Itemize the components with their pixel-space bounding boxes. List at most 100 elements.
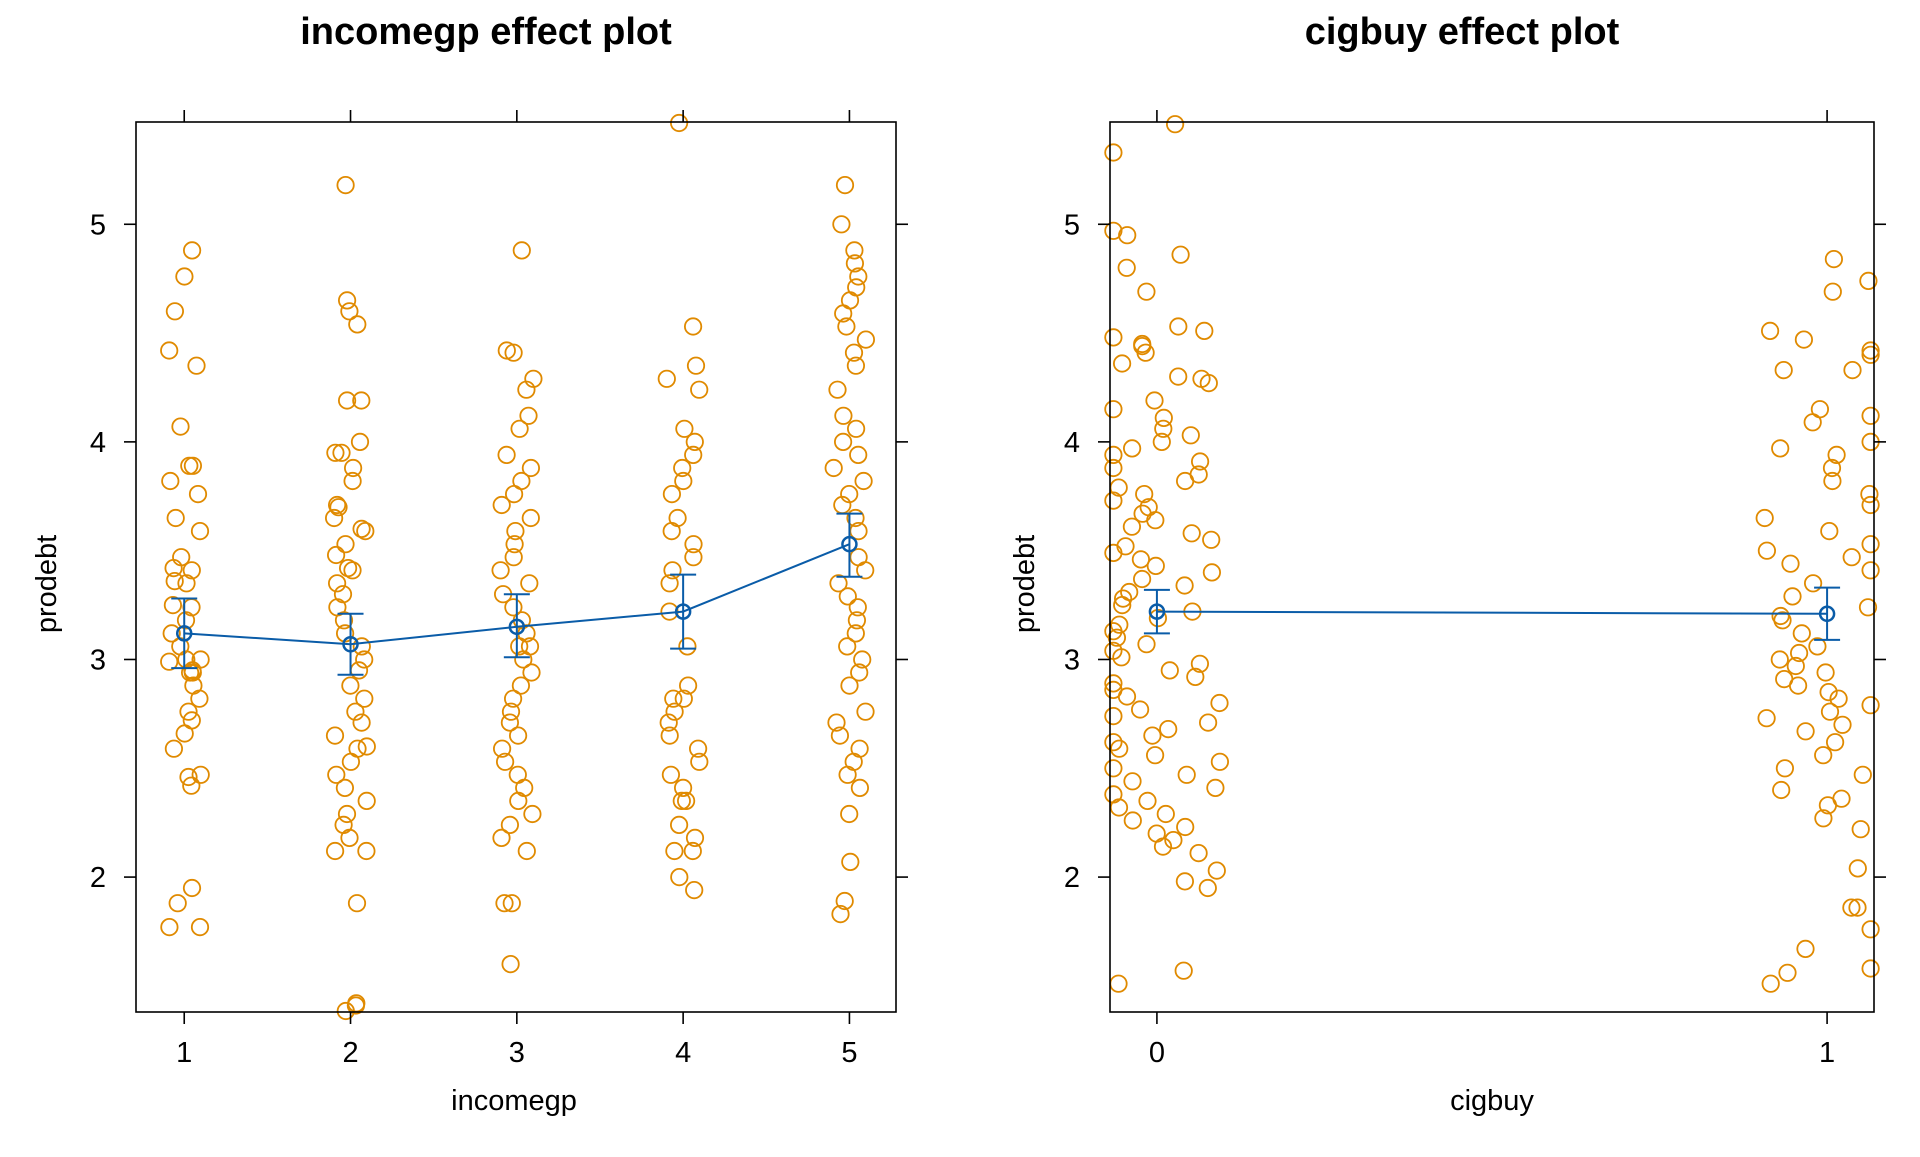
data-point [1181, 426, 1200, 445]
data-point [343, 458, 363, 478]
y-tick-label: 2 [1064, 862, 1080, 894]
data-point [190, 689, 209, 708]
axes: 0 1 2 3 4 5 [1064, 110, 1886, 1069]
data-point [341, 752, 360, 771]
data-point [1861, 495, 1880, 515]
data-point [182, 598, 201, 617]
data-point [1109, 974, 1128, 993]
data-point [1833, 715, 1852, 734]
data-point [163, 595, 182, 615]
data-point [1110, 739, 1129, 758]
data-point [674, 689, 693, 708]
data-point [352, 713, 371, 732]
data-point [674, 471, 693, 491]
data-point [504, 343, 523, 362]
data-point [180, 456, 199, 475]
data-point [177, 574, 196, 593]
data-point [1146, 556, 1165, 576]
data-point [684, 548, 703, 567]
data-point [1195, 321, 1214, 340]
data-point [183, 241, 202, 260]
data-point [1808, 637, 1827, 656]
data-point [1198, 878, 1217, 898]
data-point [1171, 245, 1190, 264]
data-point [1814, 809, 1833, 828]
x-axis-label: cigbuy [1450, 1085, 1534, 1117]
data-point [844, 752, 863, 771]
data-point [500, 713, 519, 732]
data-point [336, 176, 355, 195]
data-point [673, 778, 693, 798]
data-point [1819, 682, 1838, 702]
data-point [190, 917, 210, 937]
data-point [162, 624, 181, 643]
data-point [352, 519, 371, 539]
data-point [1858, 598, 1878, 617]
data-point [1175, 872, 1195, 891]
data-point [1861, 345, 1880, 364]
data-point [160, 341, 179, 360]
fitted-point [175, 625, 193, 642]
data-point [661, 765, 681, 784]
x-tick-label: 5 [841, 1037, 857, 1069]
data-point [1826, 733, 1845, 752]
data-point [1848, 859, 1867, 878]
data-point [492, 739, 512, 758]
data-point [191, 765, 210, 784]
data-point [327, 574, 347, 593]
data-point [1123, 772, 1142, 791]
data-point [662, 484, 682, 504]
data-point [1770, 650, 1789, 669]
y-tick-label: 2 [90, 862, 106, 894]
y-tick-label: 3 [90, 644, 106, 676]
data-point [1113, 354, 1132, 373]
data-point [850, 778, 870, 798]
data-point [1842, 548, 1861, 567]
data-point [664, 689, 683, 708]
data-point [1207, 861, 1226, 880]
data-point [183, 663, 202, 682]
data-point [1186, 667, 1205, 687]
data-point [1110, 615, 1129, 634]
data-point [1755, 508, 1774, 528]
data-point [1159, 719, 1178, 739]
data-point [841, 852, 860, 872]
fitted-point [1148, 603, 1166, 620]
data-point [343, 561, 362, 580]
data-point [522, 663, 541, 682]
data-point [669, 113, 689, 133]
data-point [838, 587, 857, 606]
data-point [519, 406, 538, 425]
data-point [188, 484, 208, 504]
panel-incomegp: incomegp effect plot incomegp prodebt 1 2… [31, 11, 908, 1117]
data-point [511, 676, 531, 695]
data-point [523, 804, 542, 824]
data-point [346, 702, 365, 721]
data-point [343, 471, 362, 491]
data-point [856, 561, 875, 580]
x-tick-label: 0 [1149, 1037, 1165, 1069]
data-point [831, 904, 850, 924]
data-point [1772, 780, 1791, 800]
data-point [1160, 661, 1179, 680]
data-point [348, 315, 367, 334]
y-tick-label: 3 [1064, 644, 1080, 676]
data-point [1117, 258, 1136, 277]
data-point [685, 432, 704, 451]
data-point [846, 624, 865, 643]
data-point [665, 702, 684, 721]
data-point [334, 815, 353, 835]
data-point [835, 891, 854, 911]
data-point [1154, 408, 1173, 427]
data-point [183, 456, 202, 475]
data-points [160, 113, 876, 1021]
data-point [844, 343, 864, 362]
x-tick-label: 2 [342, 1037, 358, 1069]
data-point [352, 391, 371, 410]
data-point [521, 508, 540, 528]
data-point [1176, 817, 1195, 837]
data-point [1794, 330, 1814, 349]
data-point [690, 752, 709, 771]
